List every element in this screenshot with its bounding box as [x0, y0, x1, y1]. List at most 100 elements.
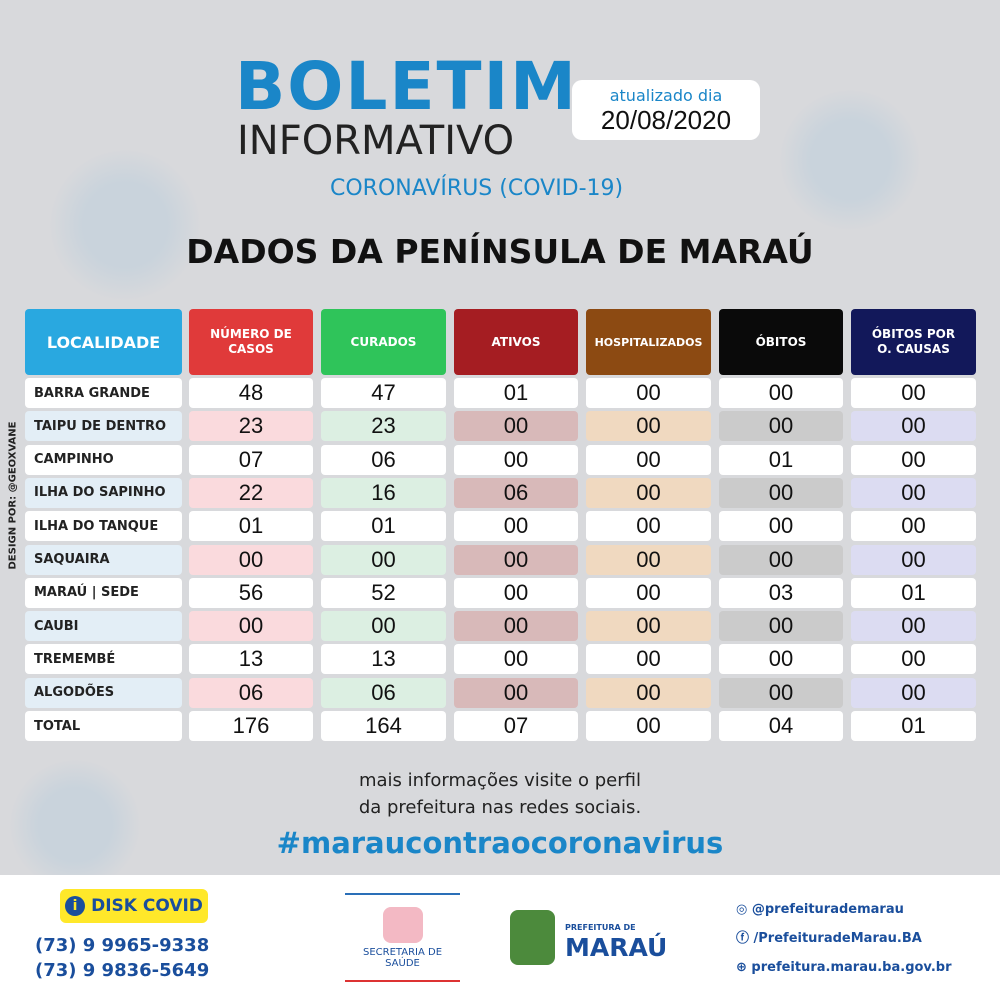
- cell-value: 00: [719, 544, 843, 575]
- cell-value: 00: [586, 644, 711, 675]
- secretaria-label: SECRETARIA DE SAÚDE: [362, 947, 443, 969]
- coat-of-arms: [510, 910, 555, 965]
- cell-value: 00: [851, 411, 976, 442]
- cell-value: 47: [321, 378, 446, 408]
- row-label: TAIPU DE DENTRO: [25, 411, 182, 442]
- prefeitura-label: PREFEITURA DE: [565, 923, 636, 932]
- cell-value: 00: [719, 511, 843, 542]
- cell-value: 00: [321, 611, 446, 642]
- cell-value: 07: [189, 444, 313, 475]
- cell-value: 07: [454, 711, 578, 741]
- column-header: CURADOS: [321, 309, 446, 375]
- cell-value: 00: [586, 544, 711, 575]
- row-label: MARAÚ | SEDE: [25, 577, 182, 608]
- social-web: ⊕ prefeitura.marau.ba.gov.br: [736, 960, 952, 975]
- cell-value: 00: [586, 577, 711, 608]
- info-line: da prefeitura nas redes sociais.: [358, 797, 642, 818]
- virus-deco: [50, 150, 200, 300]
- row-label: ILHA DO TANQUE: [25, 511, 182, 542]
- cell-value: 22: [189, 477, 313, 508]
- cell-value: 01: [189, 511, 313, 542]
- column-header: NÚMERO DE CASOS: [189, 309, 313, 375]
- row-label: BARRA GRANDE: [25, 378, 182, 408]
- row-label: CAUBI: [25, 611, 182, 642]
- logo-icon: [382, 907, 423, 943]
- info-line: mais informações visite o perfil: [358, 770, 641, 791]
- cell-value: 01: [719, 444, 843, 475]
- cell-value: 00: [454, 544, 578, 575]
- title: BOLETIM: [235, 48, 578, 125]
- row-label: TOTAL: [25, 711, 182, 741]
- cell-value: 00: [454, 511, 578, 542]
- cell-value: 06: [189, 677, 313, 708]
- cell-value: 00: [454, 644, 578, 675]
- cell-value: 00: [719, 477, 843, 508]
- prefeitura-name: MARAÚ: [565, 933, 668, 962]
- cell-value: 176: [189, 711, 313, 741]
- cell-value: 00: [851, 511, 976, 542]
- info: mais informações visite o perfil da pref…: [0, 767, 1000, 821]
- column-header: ÓBITOS POR O. CAUSAS: [851, 309, 976, 375]
- cell-value: 23: [189, 411, 313, 442]
- cell-value: 01: [851, 577, 976, 608]
- social-text: @prefeiturademarau: [751, 902, 904, 917]
- cell-value: 00: [454, 411, 578, 442]
- secretaria-logo: SECRETARIA DE SAÚDE: [345, 893, 460, 982]
- cell-value: 13: [189, 644, 313, 675]
- social-facebook: ⓕ /PrefeituradeMarau.BA: [736, 931, 922, 946]
- cell-value: 00: [454, 577, 578, 608]
- heading: DADOS DA PENÍNSULA DE MARAÚ: [186, 232, 814, 271]
- cell-value: 00: [851, 644, 976, 675]
- disk-covid: i DISK COVID: [60, 889, 208, 923]
- cell-value: 00: [719, 411, 843, 442]
- cell-value: 00: [454, 611, 578, 642]
- cell-value: 00: [189, 611, 313, 642]
- phone: (73) 9 9836-5649: [35, 960, 210, 981]
- subtitle: INFORMATIVO: [237, 118, 515, 164]
- cell-value: 00: [851, 544, 976, 575]
- row-label: TREMEMBÉ: [25, 644, 182, 675]
- column-header: ÓBITOS: [719, 309, 843, 375]
- social: ◎ @prefeiturademarau ⓕ /PrefeituradeMara…: [736, 895, 952, 982]
- cell-value: 06: [321, 677, 446, 708]
- cell-value: 03: [719, 577, 843, 608]
- cell-value: 00: [851, 677, 976, 708]
- cell-value: 00: [586, 411, 711, 442]
- disk-covid-label: DISK COVID: [91, 896, 203, 916]
- phone: (73) 9 9965-9338: [35, 935, 210, 956]
- side-credit: DESIGN POR: @GEOXVANE: [7, 421, 19, 570]
- cell-value: 00: [851, 444, 976, 475]
- cell-value: 04: [719, 711, 843, 741]
- virus-deco: [10, 760, 140, 890]
- cell-value: 00: [851, 378, 976, 408]
- cell-value: 00: [189, 544, 313, 575]
- update-box: atualizado dia 20/08/2020: [572, 80, 760, 140]
- cell-value: 00: [851, 611, 976, 642]
- cell-value: 06: [321, 444, 446, 475]
- social-text: /PrefeituradeMarau.BA: [753, 931, 922, 946]
- cell-value: 00: [586, 444, 711, 475]
- cell-value: 00: [586, 677, 711, 708]
- social-text: prefeitura.marau.ba.gov.br: [751, 960, 952, 975]
- topic: CORONAVÍRUS (COVID-19): [330, 176, 624, 201]
- phones: (73) 9 9965-9338 (73) 9 9836-5649: [35, 933, 209, 983]
- cell-value: 23: [321, 411, 446, 442]
- cell-value: 56: [189, 577, 313, 608]
- social-instagram: ◎ @prefeiturademarau: [736, 902, 904, 917]
- row-label: ILHA DO SAPINHO: [25, 477, 182, 508]
- cell-value: 00: [719, 677, 843, 708]
- cell-value: 00: [586, 511, 711, 542]
- updated-label: atualizado dia: [609, 86, 723, 105]
- footer: i DISK COVID (73) 9 9965-9338 (73) 9 9836…: [0, 875, 1000, 1000]
- column-header: HOSPITALIZADOS: [586, 309, 711, 375]
- cell-value: 00: [851, 477, 976, 508]
- cell-value: 13: [321, 644, 446, 675]
- cell-value: 00: [321, 544, 446, 575]
- cell-value: 00: [454, 444, 578, 475]
- cell-value: 00: [586, 477, 711, 508]
- cell-value: 00: [586, 711, 711, 741]
- column-header: ATIVOS: [454, 309, 578, 375]
- row-label: ALGODÕES: [25, 677, 182, 708]
- hashtag: #maraucontraocoronavirus: [276, 826, 724, 860]
- cell-value: 00: [454, 677, 578, 708]
